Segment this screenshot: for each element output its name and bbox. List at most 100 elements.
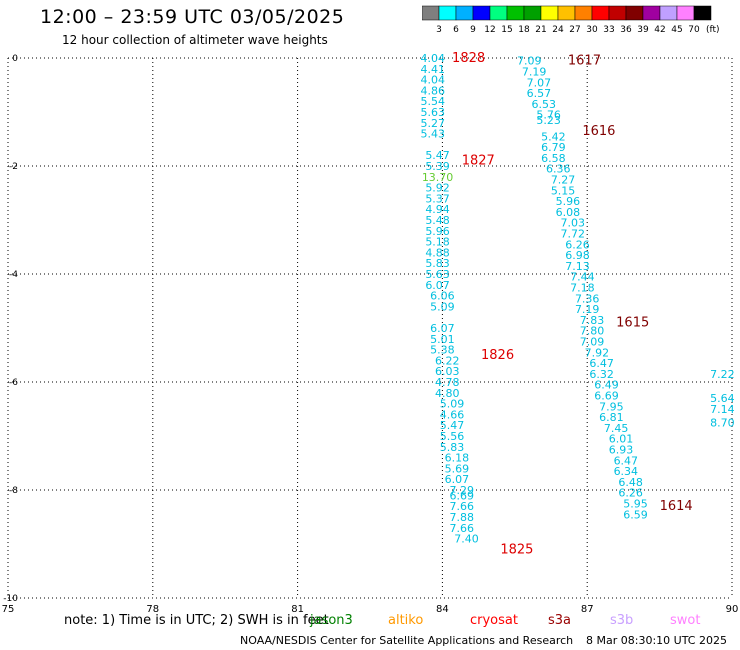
legend-cryosat: cryosat [470, 613, 518, 628]
wave-height-label: 7.40 [454, 533, 479, 546]
wave-height-label: 6.22 [435, 354, 460, 367]
x-tick-label: 78 [146, 604, 159, 615]
wave-height-label: 4.86 [420, 84, 445, 97]
wave-height-label: 5.37 [425, 192, 450, 205]
wave-height-label: 5.15 [551, 184, 576, 197]
y-tick-label: 0 [12, 54, 18, 64]
wave-height-label: 7.27 [551, 174, 576, 187]
wave-height-label: 6.69 [449, 489, 474, 502]
credit-text: NOAA/NESDIS Center for Satellite Applica… [240, 634, 574, 647]
wave-height-label: 6.47 [614, 454, 639, 467]
wave-height-label: 4.04 [420, 52, 445, 65]
x-tick-label: 75 [2, 604, 15, 615]
wave-height-label: 6.07 [430, 322, 455, 335]
colorbar-tick-label: 3 [436, 25, 442, 35]
wave-height-label: 5.27 [420, 117, 445, 130]
colorbar-tick-label: 18 [518, 25, 530, 35]
wave-height-label: 5.96 [425, 225, 450, 238]
colorbar-unit: (ft) [706, 25, 720, 35]
y-tick-label: -8 [9, 486, 18, 496]
wave-height-label: 6.06 [430, 290, 455, 303]
wave-height-label: 5.63 [425, 268, 450, 281]
wave-height-label: 5.83 [425, 257, 450, 270]
wave-height-label: 6.53 [532, 98, 557, 111]
wave-height-label: 4.94 [425, 203, 450, 216]
wave-height-label: 7.14 [710, 403, 735, 416]
wave-height-label: 8.70 [710, 417, 735, 430]
wave-height-label: 5.54 [420, 95, 445, 108]
colorbar-tick-label: 70 [688, 25, 700, 35]
wave-height-label: 5.69 [445, 462, 470, 475]
wave-height-label: 5.95 [623, 498, 648, 511]
pass-number-label: 1827 [462, 154, 495, 169]
wave-height-label: 7.66 [449, 500, 474, 513]
pass-number-label: 1826 [481, 348, 514, 363]
y-tick-label: -6 [9, 378, 18, 388]
wave-height-label: 4.66 [440, 408, 465, 421]
wave-height-label: 7.03 [560, 217, 585, 230]
wave-height-label: 6.01 [609, 433, 634, 446]
colorbar-tick-label: 30 [586, 25, 598, 35]
y-tick-label: -4 [9, 270, 18, 280]
wave-height-label: 5.48 [425, 214, 450, 227]
wave-height-label: 5.92 [425, 182, 450, 195]
wave-height-label: 5.38 [430, 344, 455, 357]
wave-height-label: 7.36 [575, 292, 600, 305]
wave-height-label: 7.22 [710, 368, 735, 381]
wave-height-label: 6.34 [614, 465, 639, 478]
wave-height-label: 7.19 [522, 66, 547, 79]
wave-height-label: 4.80 [435, 387, 460, 400]
wave-height-label: 5.64 [710, 392, 735, 405]
pass-number-label: 1825 [500, 542, 533, 557]
wave-height-label: 7.92 [585, 346, 610, 359]
wave-height-label: 7.29 [449, 484, 474, 497]
colorbar-tick-label: 27 [569, 25, 580, 35]
pass-number-label: 1617 [568, 54, 601, 69]
wave-height-label: 7.88 [449, 511, 474, 524]
wave-height-label: 6.07 [445, 473, 470, 486]
wave-height-label: 5.09 [440, 398, 465, 411]
colorbar-tick-label: 21 [535, 25, 546, 35]
wave-height-label: 13.70 [422, 171, 454, 184]
wave-height-label: 5.56 [440, 430, 465, 443]
wave-height-label: 6.57 [527, 87, 552, 100]
y-tick-label: -2 [9, 162, 18, 172]
wave-height-label: 7.72 [560, 228, 585, 241]
wave-height-label: 4.41 [420, 63, 445, 76]
colorbar-tick-label: 39 [637, 25, 649, 35]
wave-height-label: 5.23 [536, 114, 561, 127]
wave-height-label: 6.69 [594, 390, 619, 403]
colorbar-tick-label: 6 [453, 25, 459, 35]
wave-height-label: 5.01 [430, 333, 455, 346]
wave-height-label: 6.26 [618, 487, 643, 500]
colorbar-swatch [693, 5, 712, 21]
wave-height-label: 7.07 [527, 76, 552, 89]
wave-height-label: 6.81 [599, 411, 624, 424]
wave-height-label: 7.09 [580, 336, 605, 349]
wave-height-label: 5.63 [420, 106, 445, 119]
x-tick-label: 81 [291, 604, 304, 615]
wave-height-label: 5.43 [420, 128, 445, 141]
wave-height-label: 6.47 [589, 357, 614, 370]
wave-height-label: 6.08 [556, 206, 581, 219]
chart-title: 12:00 – 23:59 UTC 03/05/2025 [40, 6, 345, 28]
wave-height-label: 7.80 [580, 325, 605, 338]
x-tick-label: 90 [726, 604, 739, 615]
colorbar-tick-label: 24 [552, 25, 564, 35]
wave-height-label: 7.45 [604, 422, 629, 435]
wave-height-label: 5.83 [440, 441, 465, 454]
wave-height-label: 5.09 [430, 300, 455, 313]
colorbar-tick-label: 9 [470, 25, 476, 35]
colorbar-tick-label: 15 [501, 25, 512, 35]
wave-height-label: 6.07 [425, 279, 450, 292]
wave-height-label: 6.59 [623, 508, 648, 521]
pass-number-label: 1616 [582, 124, 615, 139]
legend-s3a: s3a [548, 613, 572, 628]
wave-height-label: 5.47 [440, 419, 465, 432]
colorbar-tick-label: 33 [603, 25, 614, 35]
pass-number-label: 1614 [660, 499, 693, 514]
y-tick-label: -10 [3, 594, 18, 604]
footer-note: note: 1) Time is in UTC; 2) SWH is in fe… [64, 613, 329, 628]
colorbar-tick-label: 42 [654, 25, 665, 35]
colorbar-tick-label: 12 [484, 25, 495, 35]
